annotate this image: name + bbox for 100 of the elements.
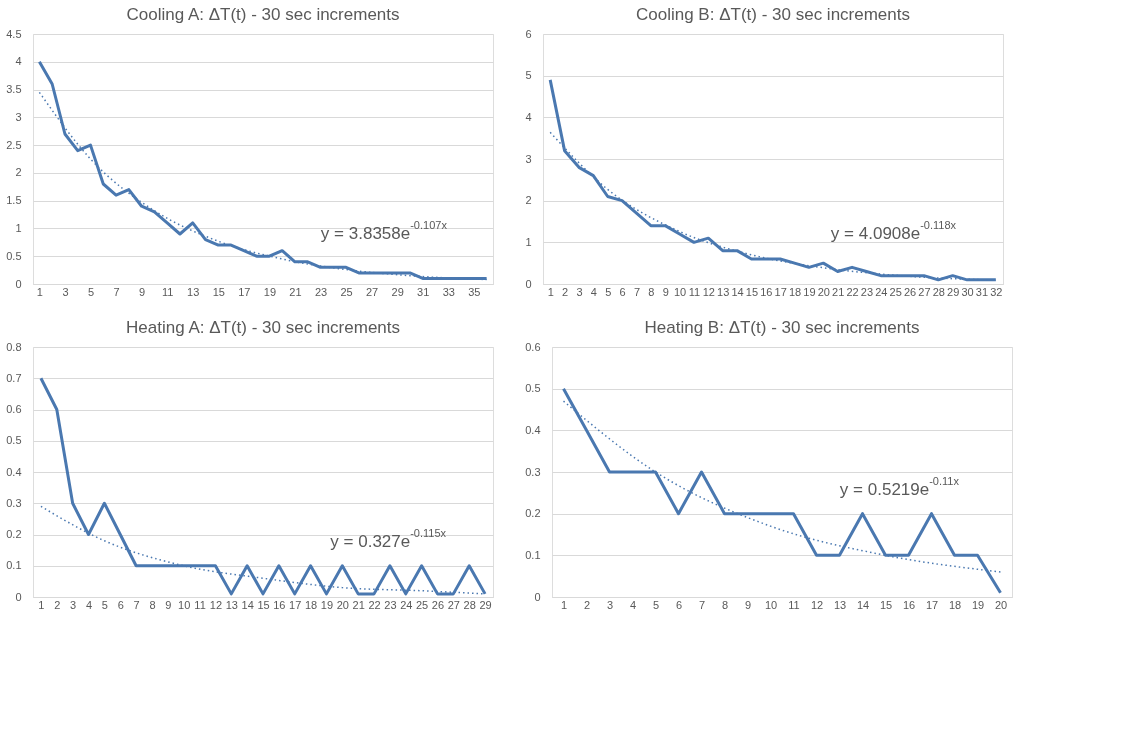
- y-tick-label: 2: [525, 194, 532, 207]
- y-tick-label: 0: [534, 590, 541, 603]
- x-tick-label: 4: [590, 285, 597, 298]
- x-tick-label: 22: [846, 285, 859, 298]
- x-tick-label: 29: [947, 285, 960, 298]
- y-tick-label: 6: [525, 27, 532, 40]
- y-tick-label: 0.1: [6, 559, 22, 572]
- x-tick-label: 19: [971, 598, 985, 611]
- x-tick-label: 21: [832, 285, 845, 298]
- x-tick-label: 31: [417, 285, 430, 298]
- x-tick-label: 18: [948, 598, 962, 611]
- y-tick-label: 0.7: [6, 371, 22, 384]
- x-tick-label: 1: [36, 285, 43, 298]
- x-tick-label: 2: [583, 598, 591, 611]
- y-tick-label: 0.2: [525, 507, 541, 520]
- x-tick-label: 13: [717, 285, 730, 298]
- x-tick-label: 24: [875, 285, 888, 298]
- chart-title: Heating B: ΔT(t) - 30 sec increments: [644, 318, 920, 337]
- x-tick-label: 15: [745, 285, 759, 298]
- x-tick-label: 8: [648, 285, 655, 298]
- x-tick-label: 15: [257, 598, 270, 611]
- y-tick-label: 0: [525, 277, 532, 290]
- x-tick-label: 5: [652, 598, 660, 611]
- x-tick-label: 5: [605, 285, 612, 298]
- x-tick-label: 8: [149, 598, 156, 611]
- x-tick-label: 3: [576, 285, 583, 298]
- y-tick-label: 4.5: [6, 27, 22, 40]
- x-tick-label: 11: [788, 598, 800, 611]
- y-tick-label: 0: [15, 590, 22, 603]
- x-tick-label: 14: [731, 285, 744, 298]
- x-tick-label: 22: [368, 598, 381, 611]
- x-tick-label: 13: [187, 285, 200, 298]
- x-tick-label: 18: [304, 598, 318, 611]
- x-tick-label: 23: [314, 285, 328, 298]
- x-tick-label: 2: [562, 285, 569, 298]
- x-tick-label: 9: [744, 598, 752, 611]
- x-tick-label: 3: [606, 598, 614, 611]
- x-tick-label: 32: [990, 285, 1003, 298]
- x-tick-label: 23: [384, 598, 397, 611]
- y-tick-label: 0.2: [6, 528, 22, 540]
- x-tick-label: 17: [238, 285, 251, 298]
- y-tick-label: 1.5: [6, 194, 22, 207]
- x-tick-label: 9: [662, 285, 669, 298]
- x-tick-label: 21: [289, 285, 302, 298]
- x-tick-label: 27: [447, 598, 460, 611]
- chart-title: Heating A: ΔT(t) - 30 sec increments: [125, 318, 401, 337]
- x-tick-label: 20: [336, 598, 349, 611]
- y-tick-label: 2.5: [6, 138, 22, 151]
- y-tick-label: 0.6: [525, 340, 541, 353]
- x-tick-label: 27: [365, 285, 379, 298]
- y-tick-label: 0.5: [6, 249, 22, 262]
- y-tick-label: 1: [525, 235, 532, 248]
- x-tick-label: 12: [209, 598, 223, 611]
- line-series: [562, 387, 1002, 595]
- x-tick-label: 19: [320, 598, 334, 611]
- x-tick-label: 7: [698, 598, 706, 611]
- x-tick-label: 13: [833, 598, 847, 611]
- x-tick-label: 31: [975, 285, 989, 298]
- x-tick-label: 10: [764, 598, 778, 611]
- x-tick-label: 7: [113, 285, 120, 298]
- y-tick-label: 0.3: [525, 465, 541, 478]
- x-tick-label: 16: [902, 598, 916, 611]
- x-tick-label: 14: [241, 598, 254, 611]
- x-tick-label: 2: [54, 598, 61, 611]
- x-tick-label: 6: [619, 285, 626, 298]
- x-tick-label: 11: [194, 598, 206, 611]
- x-tick-label: 14: [856, 598, 870, 611]
- x-tick-label: 17: [925, 598, 939, 611]
- x-tick-label: 33: [442, 285, 455, 298]
- x-tick-label: 11: [161, 285, 174, 298]
- x-tick-label: 25: [340, 285, 353, 298]
- x-tick-label: 19: [263, 285, 277, 298]
- y-tick-label: 0.4: [6, 465, 22, 478]
- y-tick-label: 5: [525, 69, 532, 82]
- x-tick-label: 24: [400, 598, 413, 611]
- x-tick-label: 1: [38, 598, 45, 611]
- x-tick-label: 19: [803, 285, 816, 298]
- y-tick-label: 0.1: [525, 548, 541, 561]
- x-tick-label: 4: [85, 598, 93, 611]
- x-tick-label: 28: [932, 285, 945, 298]
- x-tick-label: 28: [463, 598, 476, 611]
- x-tick-label: 21: [352, 598, 365, 611]
- x-tick-label: 15: [212, 285, 225, 298]
- x-tick-label: 25: [416, 598, 429, 611]
- y-tick-label: 0.6: [6, 403, 22, 415]
- y-tick-label: 3: [525, 152, 532, 165]
- x-tick-label: 26: [431, 598, 445, 611]
- y-tick-label: 0.4: [525, 423, 541, 436]
- x-tick-label: 3: [62, 285, 69, 298]
- x-tick-label: 12: [810, 598, 824, 611]
- y-tick-label: 0: [15, 277, 22, 290]
- y-tick-label: 4: [15, 55, 22, 68]
- x-tick-label: 29: [391, 285, 404, 298]
- x-tick-label: 26: [903, 285, 917, 298]
- chart-title: Cooling B: ΔT(t) - 30 sec increments: [635, 5, 911, 24]
- x-tick-label: 9: [165, 598, 172, 611]
- x-tick-label: 1: [560, 598, 568, 611]
- x-tick-label: 20: [994, 598, 1008, 611]
- y-tick-label: 1: [15, 221, 22, 234]
- x-tick-label: 16: [760, 285, 773, 298]
